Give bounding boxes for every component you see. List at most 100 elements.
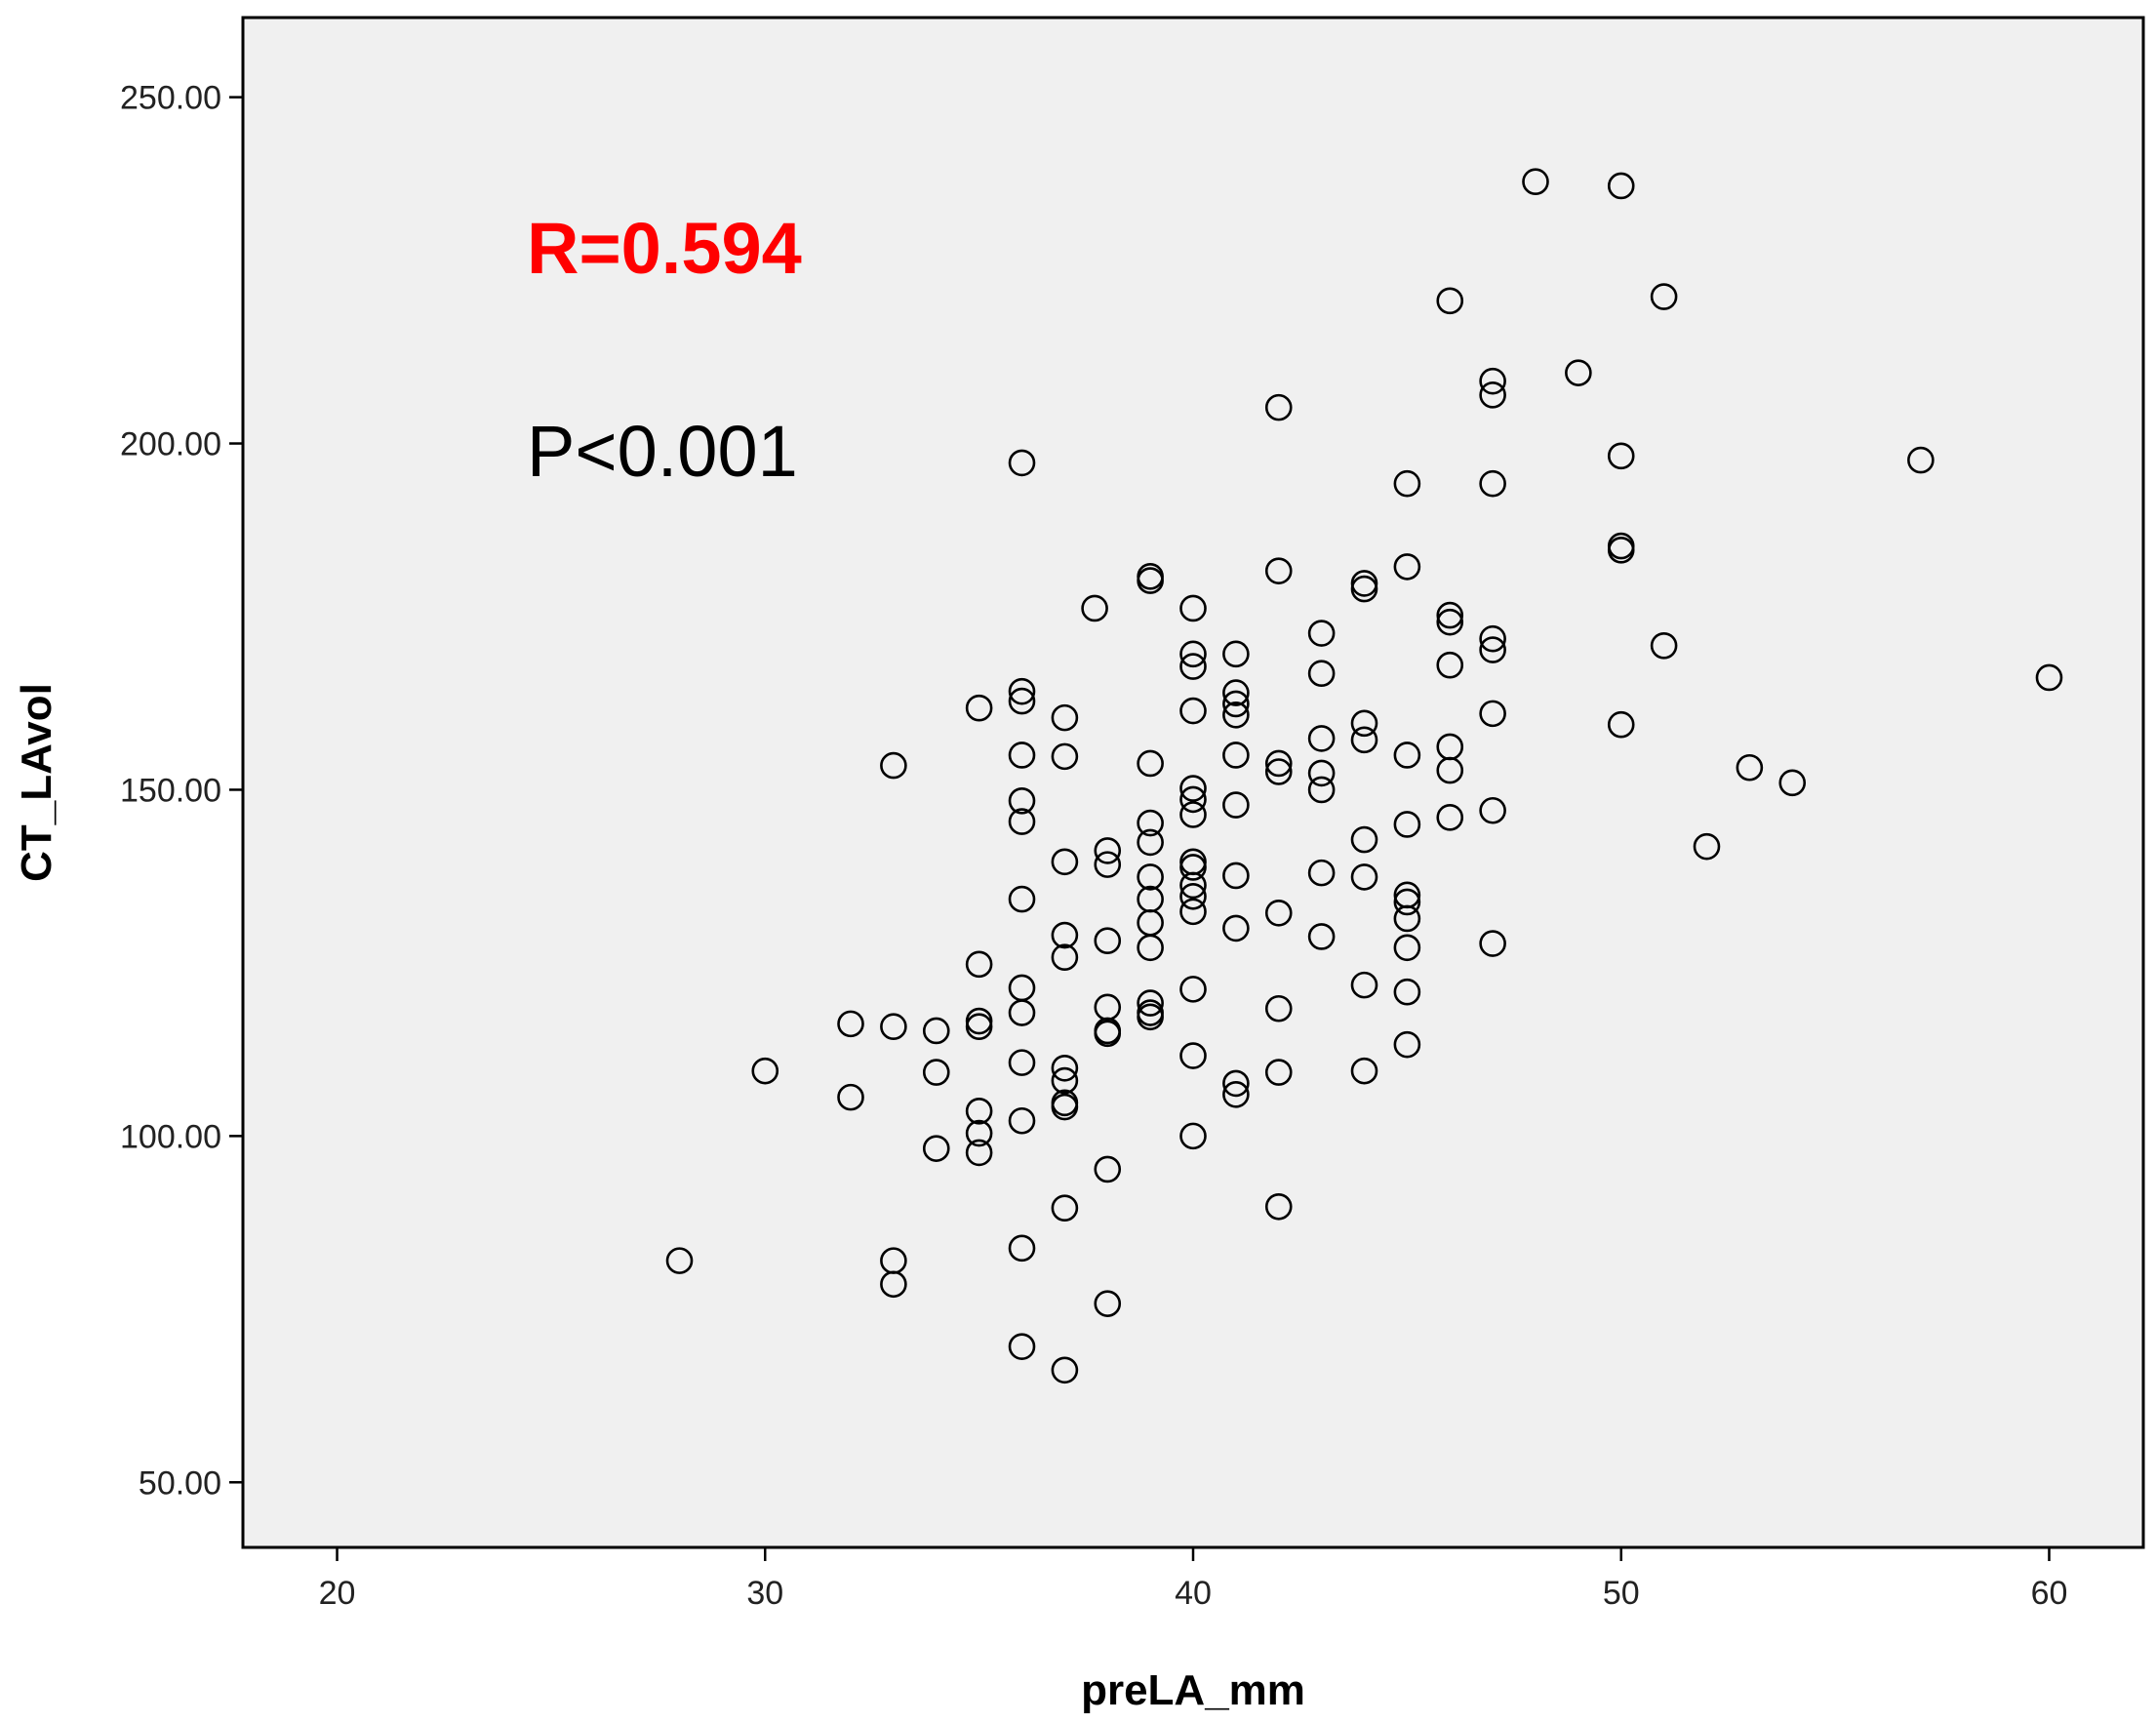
data-point (1179, 976, 1207, 1003)
data-point (1436, 287, 1464, 315)
data-point (1393, 1030, 1421, 1059)
data-point (1350, 971, 1378, 999)
data-point (1393, 978, 1421, 1006)
data-point (1264, 900, 1293, 927)
data-point (1222, 791, 1250, 819)
data-point (1307, 660, 1336, 688)
data-point (1179, 785, 1207, 814)
data-point (1008, 1333, 1036, 1360)
data-point (1137, 1003, 1164, 1031)
data-point (2035, 663, 2063, 692)
data-point (1081, 594, 1108, 622)
data-point (1179, 898, 1207, 926)
data-point (1650, 283, 1678, 310)
data-point (1479, 636, 1506, 663)
y-axis-title: CT_LAvol (13, 683, 60, 882)
data-point (1264, 758, 1293, 785)
data-point (1350, 1057, 1378, 1085)
x-tick-label: 40 (1175, 1575, 1212, 1612)
data-point (1436, 601, 1464, 629)
data-point (1350, 575, 1378, 603)
x-tick-label: 50 (1603, 1575, 1640, 1612)
data-point (1479, 381, 1506, 409)
data-point (1693, 832, 1721, 861)
data-point (1393, 934, 1421, 962)
data-point (1307, 923, 1336, 950)
data-points (665, 168, 2063, 1384)
y-tick-label: 250.00 (120, 80, 221, 117)
plot-area (241, 16, 2145, 1549)
data-point (1307, 725, 1336, 752)
data-point (1522, 168, 1549, 196)
data-point (880, 1270, 907, 1299)
y-tick-label: 200.00 (120, 426, 221, 463)
data-point (1051, 742, 1079, 771)
y-tick-label: 150.00 (120, 772, 221, 809)
data-point (1264, 1059, 1293, 1086)
data-point (1051, 848, 1079, 876)
data-point (965, 1013, 993, 1041)
data-point (1264, 393, 1293, 421)
data-point (1008, 808, 1036, 835)
data-point (1650, 632, 1678, 660)
data-point (880, 751, 907, 780)
data-point (1264, 749, 1293, 778)
data-point (751, 1057, 779, 1085)
data-point (1222, 742, 1250, 769)
data-point (965, 1139, 993, 1167)
data-point (1008, 787, 1036, 815)
data-point (1607, 172, 1635, 200)
x-tick-label: 20 (319, 1575, 356, 1612)
data-point (1137, 809, 1164, 837)
data-point (1051, 1194, 1079, 1222)
data-point (1479, 796, 1506, 824)
p-annotation: P<0.001 (527, 411, 798, 492)
data-point (1179, 882, 1207, 910)
data-point (1607, 442, 1635, 470)
data-point (1179, 697, 1207, 725)
data-point (1307, 759, 1336, 787)
x-tick-label: 60 (2031, 1575, 2068, 1612)
data-point (1094, 927, 1122, 954)
data-point (922, 1059, 950, 1086)
data-point (1736, 753, 1764, 782)
data-point (1179, 1042, 1207, 1069)
data-point (1179, 854, 1207, 881)
data-point (1179, 801, 1207, 828)
data-point (1179, 640, 1207, 668)
data-point (1393, 904, 1421, 933)
data-point (1479, 624, 1506, 653)
data-point (1393, 811, 1421, 838)
data-point (1222, 690, 1250, 718)
data-point (1307, 620, 1336, 647)
data-point (1051, 921, 1079, 949)
data-point (1094, 837, 1122, 864)
data-point (922, 1135, 950, 1162)
data-point (665, 1247, 694, 1274)
data-point (1436, 756, 1464, 784)
data-point (1222, 679, 1250, 706)
data-point (1137, 863, 1164, 891)
data-point (1051, 1093, 1079, 1121)
data-point (1393, 742, 1421, 769)
x-axis-title: preLA_mm (1081, 1666, 1305, 1714)
data-point (1436, 651, 1464, 679)
data-point (1479, 469, 1506, 498)
data-point (1137, 567, 1164, 594)
data-point (1008, 449, 1036, 477)
data-point (1137, 749, 1164, 778)
data-point (1179, 775, 1207, 802)
data-point (1008, 885, 1036, 913)
data-point (965, 694, 993, 722)
data-point (1565, 359, 1592, 386)
data-point (1222, 701, 1250, 729)
data-point (1222, 914, 1250, 942)
x-axis-ticks: 20 30 40 50 60 (319, 1547, 2068, 1612)
data-point (880, 1013, 907, 1041)
data-point (1179, 594, 1207, 622)
data-point (1607, 537, 1635, 564)
data-point (1008, 687, 1036, 715)
data-point (1008, 999, 1036, 1026)
data-point (1350, 726, 1378, 754)
